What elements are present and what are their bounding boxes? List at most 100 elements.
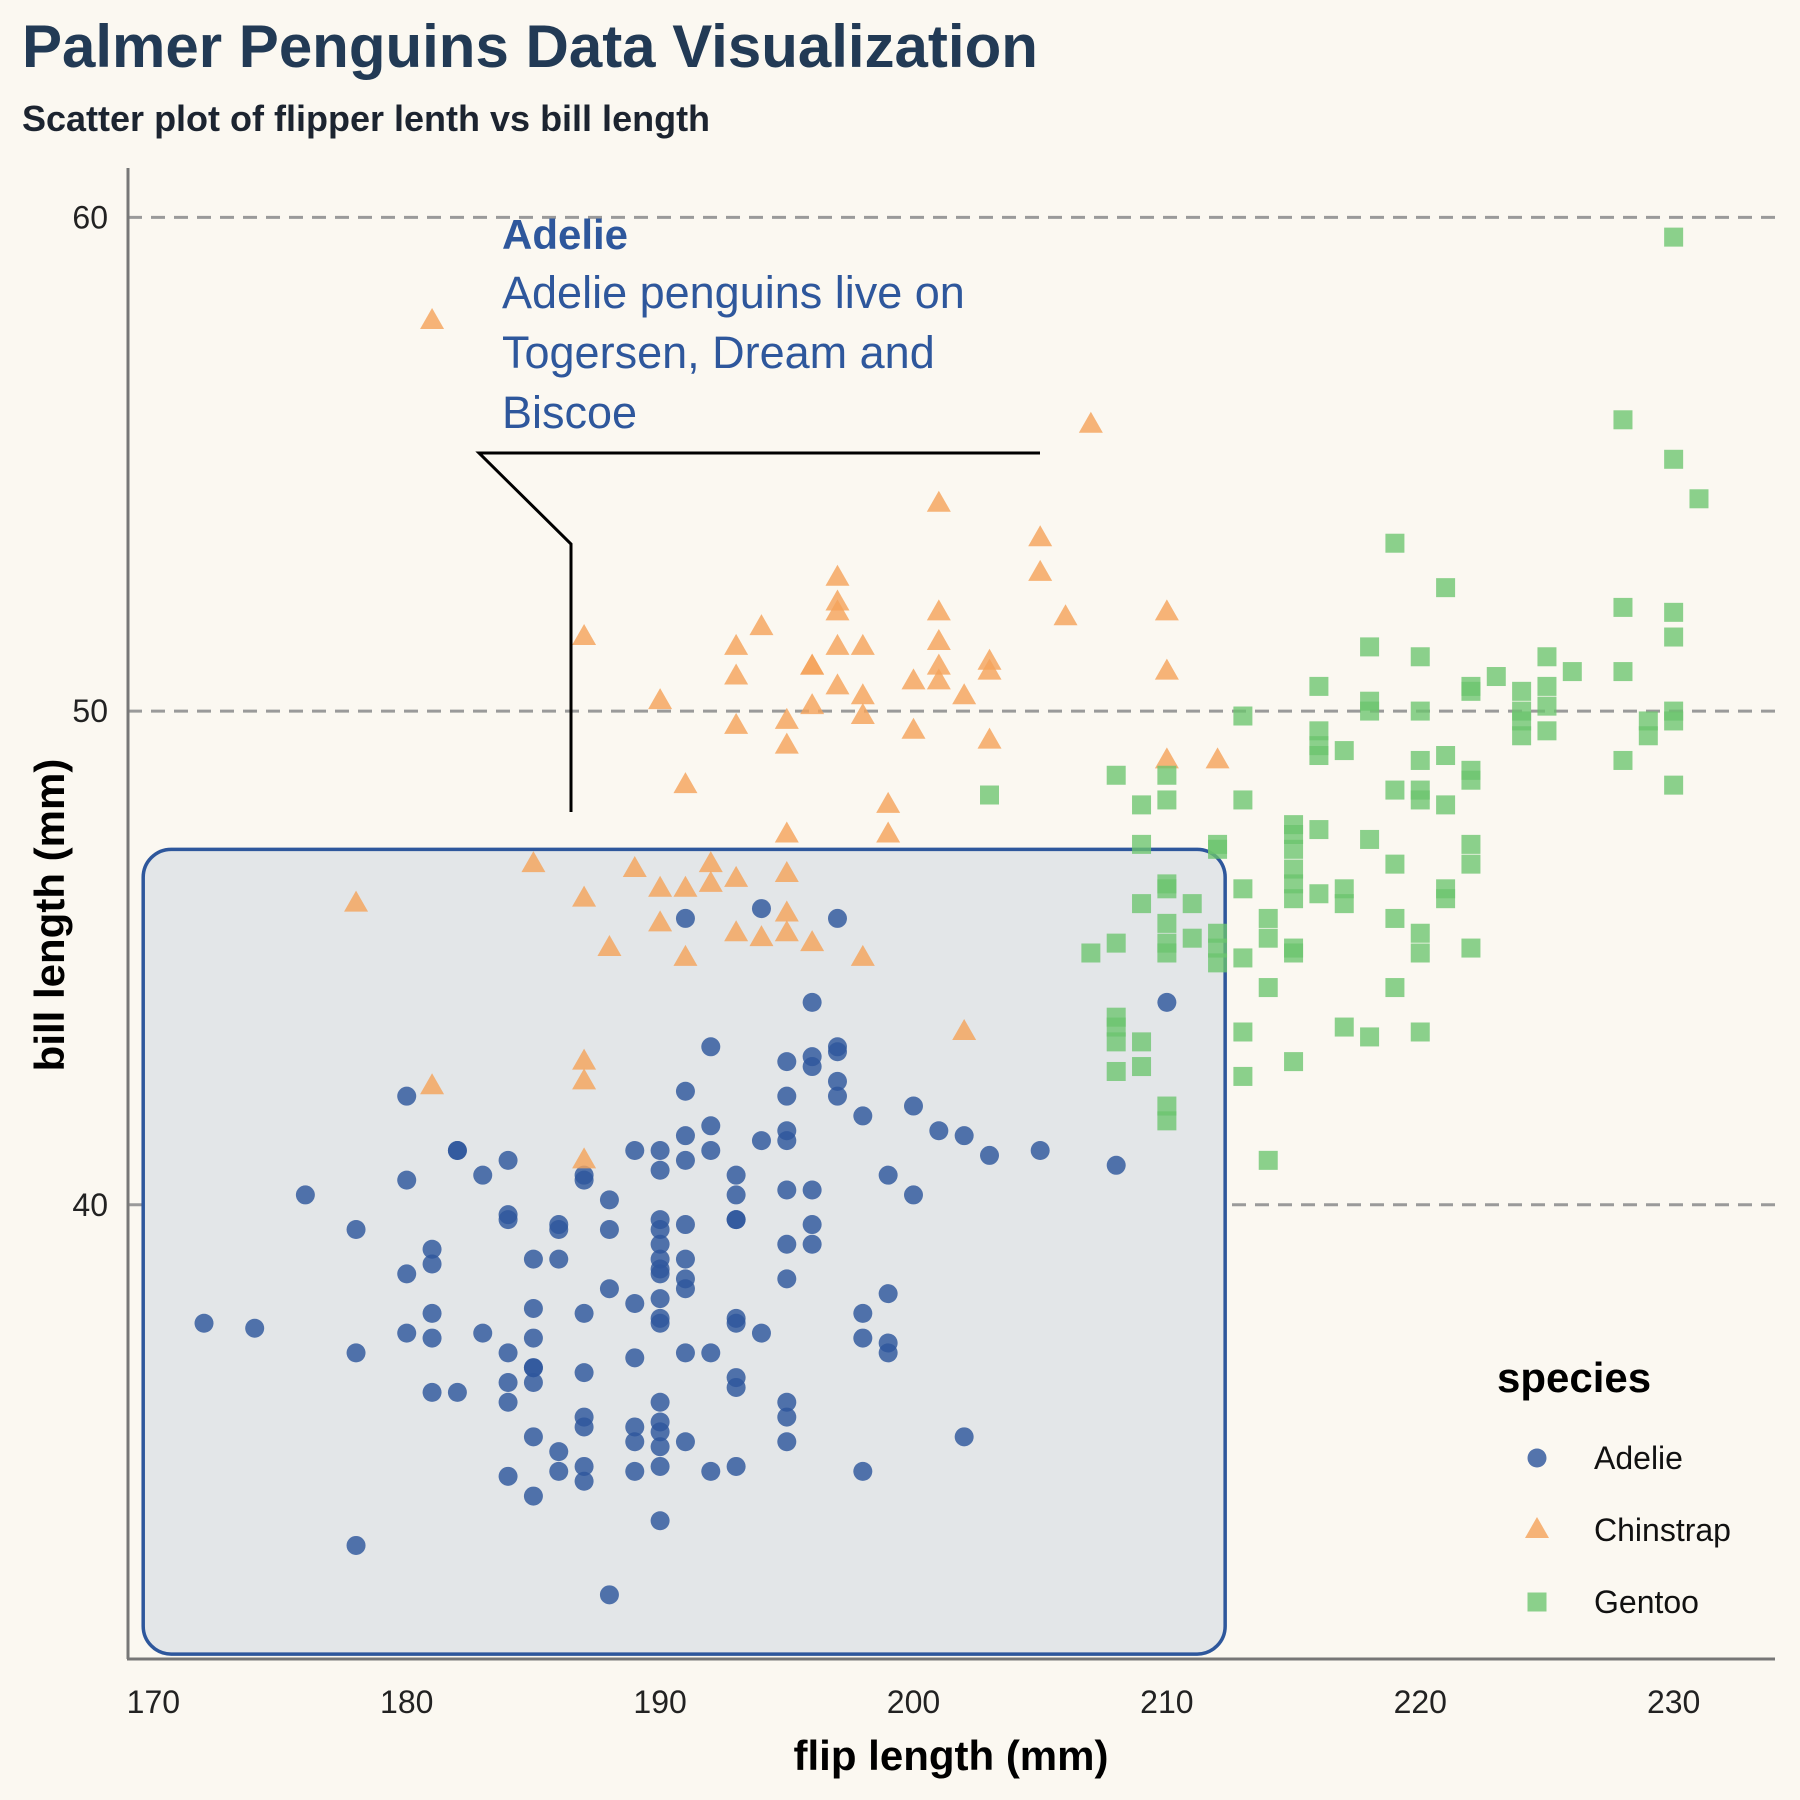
gentoo-point — [1664, 775, 1684, 795]
x-tick-label: 180 — [380, 1684, 433, 1720]
gentoo-point — [1360, 637, 1380, 657]
gentoo-point — [1334, 879, 1354, 899]
adelie-point — [549, 1249, 569, 1269]
adelie-point — [675, 1081, 695, 1101]
gentoo-point — [1461, 834, 1481, 854]
gentoo-point — [1132, 1057, 1152, 1077]
gentoo-point — [1258, 1150, 1278, 1170]
adelie-point — [777, 1131, 797, 1151]
x-tick-label: 210 — [1140, 1684, 1193, 1720]
legend-marker-gentoo — [1527, 1592, 1547, 1612]
chinstrap-point — [926, 599, 951, 621]
gentoo-point — [1461, 770, 1481, 790]
chinstrap-point — [1028, 525, 1053, 547]
y-tick-label: 40 — [72, 1187, 108, 1223]
series-adelie — [194, 899, 1177, 1605]
adelie-point — [422, 1303, 442, 1323]
adelie-point — [498, 1373, 518, 1393]
gentoo-point — [1410, 647, 1430, 667]
chinstrap-point — [1154, 747, 1179, 769]
x-axis-title: flip length (mm) — [794, 1732, 1109, 1779]
chinstrap-point — [572, 885, 597, 907]
gentoo-point — [1664, 449, 1684, 469]
adelie-point — [346, 1219, 366, 1239]
gentoo-point — [1360, 1027, 1380, 1047]
adelie-point — [650, 1289, 670, 1309]
chinstrap-point — [344, 890, 369, 912]
gentoo-point — [1258, 928, 1278, 948]
adelie-point — [675, 1343, 695, 1363]
adelie-point — [346, 1535, 366, 1555]
gentoo-point — [1613, 410, 1633, 430]
adelie-point — [599, 1279, 619, 1299]
adelie-point — [523, 1427, 543, 1447]
gentoo-point — [1664, 227, 1684, 247]
gentoo-point — [1132, 894, 1152, 914]
annotation-line-3: Biscoe — [502, 387, 637, 438]
chinstrap-point — [774, 860, 799, 882]
gentoo-point — [1410, 790, 1430, 810]
adelie-point — [473, 1323, 493, 1343]
adelie-point — [650, 1234, 670, 1254]
chinstrap-point — [1154, 658, 1179, 680]
chinstrap-point — [926, 668, 951, 690]
gentoo-point — [1664, 602, 1684, 622]
gentoo-point — [1284, 874, 1304, 894]
adelie-point — [802, 1234, 822, 1254]
adelie-point — [802, 1215, 822, 1235]
gentoo-point — [1157, 1096, 1177, 1116]
gentoo-point — [1284, 839, 1304, 859]
gentoo-point — [1689, 489, 1709, 509]
gentoo-point — [1182, 894, 1202, 914]
adelie-point — [954, 1427, 974, 1447]
adelie-point — [625, 1348, 645, 1368]
chinstrap-point — [952, 1018, 977, 1040]
adelie-point — [878, 1343, 898, 1363]
adelie-point — [650, 1392, 670, 1412]
gentoo-point — [1258, 908, 1278, 928]
adelie-point — [675, 1126, 695, 1146]
chinstrap-point — [1028, 559, 1053, 581]
x-tick-label: 200 — [887, 1684, 940, 1720]
adelie-point — [422, 1328, 442, 1348]
legend-label-gentoo: Gentoo — [1594, 1584, 1699, 1620]
adelie-point — [726, 1165, 746, 1185]
gentoo-point — [1334, 1017, 1354, 1037]
gentoo-point — [1106, 1061, 1126, 1081]
gentoo-point — [1208, 923, 1228, 943]
series-gentoo — [980, 227, 1709, 1170]
annotation-connector — [475, 451, 1040, 812]
adelie-point — [422, 1382, 442, 1402]
gentoo-point — [1613, 662, 1633, 682]
adelie-point — [599, 1585, 619, 1605]
gentoo-point — [1233, 790, 1253, 810]
gentoo-point — [1132, 795, 1152, 815]
gentoo-point — [1208, 953, 1228, 973]
adelie-point — [675, 1279, 695, 1299]
gentoo-point — [1537, 696, 1557, 716]
chinstrap-point — [825, 599, 850, 621]
chinstrap-point — [850, 683, 875, 705]
gentoo-point — [1106, 933, 1126, 953]
gentoo-point — [1385, 780, 1405, 800]
gentoo-point — [1436, 889, 1456, 909]
adelie-point — [802, 992, 822, 1012]
gentoo-point — [1157, 790, 1177, 810]
chinstrap-point — [622, 856, 647, 878]
adelie-point — [599, 1219, 619, 1239]
gentoo-point — [1233, 1022, 1253, 1042]
chinstrap-point — [825, 564, 850, 586]
gentoo-point — [1638, 711, 1658, 731]
chinstrap-point — [724, 663, 749, 685]
adelie-point — [346, 1343, 366, 1363]
adelie-point — [777, 1180, 797, 1200]
gentoo-point — [1284, 859, 1304, 879]
adelie-point — [903, 1096, 923, 1116]
adelie-point — [625, 1294, 645, 1314]
adelie-point — [574, 1417, 594, 1437]
legend-title: species — [1497, 1354, 1651, 1401]
adelie-point — [625, 1140, 645, 1160]
chinstrap-point — [926, 490, 951, 512]
gentoo-point — [1638, 726, 1658, 746]
